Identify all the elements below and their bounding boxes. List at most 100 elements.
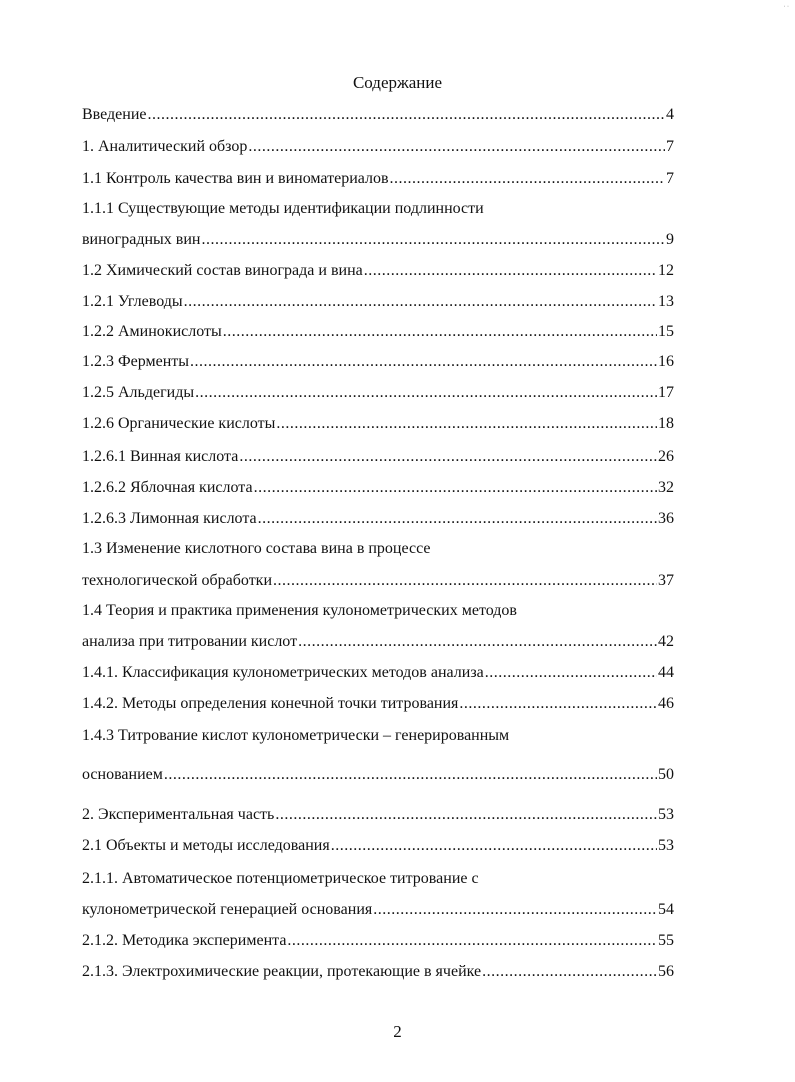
dot-leader: [248, 138, 665, 156]
page-number: 2: [393, 1022, 402, 1041]
toc-entry-title: 1.4.1. Классификация кулонометрических м…: [82, 664, 484, 681]
dot-leader: [459, 695, 657, 713]
dot-leader: [331, 837, 657, 855]
toc-entry-title: 1.1 Контроль качества вин и виноматериал…: [82, 170, 389, 187]
toc-entry-title: 1. Аналитический обзор: [82, 138, 248, 155]
dot-leader: [298, 633, 657, 651]
toc-page-number: 32: [658, 479, 674, 496]
dot-leader: [275, 806, 657, 824]
toc-entry-title: 1.2.6.3 Лимонная кислота: [82, 510, 257, 527]
toc-entry: технологической обработки 37: [82, 572, 674, 594]
toc-entry-title: 1.2.6.1 Винная кислота: [82, 448, 239, 465]
toc-entry-title: 2. Экспериментальная часть: [82, 806, 275, 823]
toc-entry: 1.2.6.3 Лимонная кислота 36: [82, 510, 674, 532]
toc-entry: 1.2.6.1 Винная кислота 26: [82, 448, 674, 470]
toc-page-number: 12: [658, 262, 674, 279]
toc-entry: основанием 50: [82, 766, 674, 788]
toc-entry-line: 1.1.1 Существующие методы идентификации …: [82, 200, 484, 217]
toc-page-number: 44: [658, 664, 674, 681]
toc-entry: 1.2.6.2 Яблочная кислота 32: [82, 479, 674, 501]
toc-entry: 1.4.1. Классификация кулонометрических м…: [82, 664, 674, 686]
toc-entry-line: 1.4.3 Титрование кислот кулонометрически…: [82, 727, 510, 744]
toc-page-number: 9: [666, 231, 674, 248]
toc-entry: 1.2.1 Углеводы 13: [82, 293, 674, 315]
toc-entry: 1.2 Химический состав винограда и вина 12: [82, 262, 674, 284]
scan-mark: · ·: [783, 4, 790, 10]
dot-leader: [223, 323, 657, 341]
toc-entry-title: виноградных вин: [82, 231, 201, 248]
toc-entry: 1.4.2. Методы определения конечной точки…: [82, 695, 674, 717]
toc-entry-title: основанием: [82, 766, 163, 783]
dot-leader: [239, 448, 657, 466]
toc-entry: 2. Экспериментальная часть 53: [82, 806, 674, 828]
toc-entry: 1.2.5 Альдегиды 17: [82, 384, 674, 406]
toc-entry-title: Введение: [82, 106, 147, 123]
toc-entry-line: 2.1.1. Автоматическое потенциометрическо…: [82, 870, 479, 887]
toc-entry: виноградных вин 9: [82, 231, 674, 253]
toc-entry: 1.2.6 Органические кислоты 18: [82, 415, 674, 437]
dot-leader: [364, 262, 657, 280]
dot-leader: [184, 293, 657, 311]
toc-page-number: 56: [658, 963, 674, 980]
toc-page-number: 4: [666, 106, 674, 123]
toc-entry-title: 1.2.6.2 Яблочная кислота: [82, 479, 253, 496]
toc-page-number: 13: [658, 293, 674, 310]
toc-entry-title: 2.1.3. Электрохимические реакции, протек…: [82, 963, 482, 980]
toc-page-number: 54: [658, 901, 674, 918]
toc-page-number: 53: [658, 806, 674, 823]
dot-leader: [201, 231, 665, 249]
toc-page-number: 37: [658, 572, 674, 589]
toc-page-number: 26: [658, 448, 674, 465]
toc-entry-title: 1.2.1 Углеводы: [82, 293, 183, 310]
dot-leader: [195, 384, 657, 402]
toc-entry: Введение 4: [82, 106, 674, 128]
dot-leader: [254, 479, 657, 497]
toc-entry-line: 1.3 Изменение кислотного состава вина в …: [82, 540, 431, 557]
toc-entry-title: кулонометрической генерацией основания: [82, 901, 373, 918]
toc-page-number: 16: [658, 353, 674, 370]
toc-entry-title: технологической обработки: [82, 572, 273, 589]
toc-page-number: 18: [658, 415, 674, 432]
toc-entry-title: 2.1.2. Методика эксперимента: [82, 932, 287, 949]
toc-entry-title: 1.2.5 Альдегиды: [82, 384, 195, 401]
toc-page-number: 55: [658, 932, 674, 949]
toc-entry: анализа при титровании кислот 42: [82, 633, 674, 655]
toc-entry-title: 1.2.3 Ферменты: [82, 353, 190, 370]
page-title: Содержание: [352, 73, 443, 92]
toc-page-number: 7: [666, 138, 674, 155]
toc-entry: кулонометрической генерацией основания 54: [82, 901, 674, 923]
dot-leader: [482, 963, 657, 981]
toc-page-number: 15: [658, 323, 674, 340]
dot-leader: [148, 106, 666, 124]
dot-leader: [276, 415, 657, 433]
dot-leader: [485, 664, 657, 682]
toc-page-number: 42: [658, 633, 674, 650]
toc-entry: 2.1 Объекты и методы исследования 53: [82, 837, 674, 859]
dot-leader: [258, 510, 657, 528]
toc-entry-title: 1.2 Химический состав винограда и вина: [82, 262, 363, 279]
dot-leader: [164, 766, 657, 784]
toc-entry-title: 1.2.6 Органические кислоты: [82, 415, 276, 432]
toc-entry: 1. Аналитический обзор 7: [82, 138, 674, 160]
toc-entry-title: 1.4.2. Методы определения конечной точки…: [82, 695, 459, 712]
dot-leader: [190, 353, 657, 371]
dot-leader: [373, 901, 657, 919]
dot-leader: [390, 170, 665, 188]
toc-entry-line: 1.4 Теория и практика применения кулоном…: [82, 602, 517, 619]
toc-entry: 1.2.2 Аминокислоты 15: [82, 323, 674, 345]
toc-entry: 1.2.3 Ферменты 16: [82, 353, 674, 375]
toc-entry-title: анализа при титровании кислот: [82, 633, 298, 650]
toc-entry-title: 1.2.2 Аминокислоты: [82, 323, 222, 340]
dot-leader: [287, 932, 657, 950]
toc-page-number: 7: [666, 170, 674, 187]
toc-page-number: 17: [658, 384, 674, 401]
toc-page-number: 53: [658, 837, 674, 854]
toc-entry: 1.1 Контроль качества вин и виноматериал…: [82, 170, 674, 192]
toc-entry: 2.1.2. Методика эксперимента 55: [82, 932, 674, 954]
toc-entry: 2.1.3. Электрохимические реакции, протек…: [82, 963, 674, 985]
toc-entry-title: 2.1 Объекты и методы исследования: [82, 837, 330, 854]
toc-page-number: 50: [658, 766, 674, 783]
toc-page-number: 36: [658, 510, 674, 527]
dot-leader: [273, 572, 657, 590]
toc-page-number: 46: [658, 695, 674, 712]
